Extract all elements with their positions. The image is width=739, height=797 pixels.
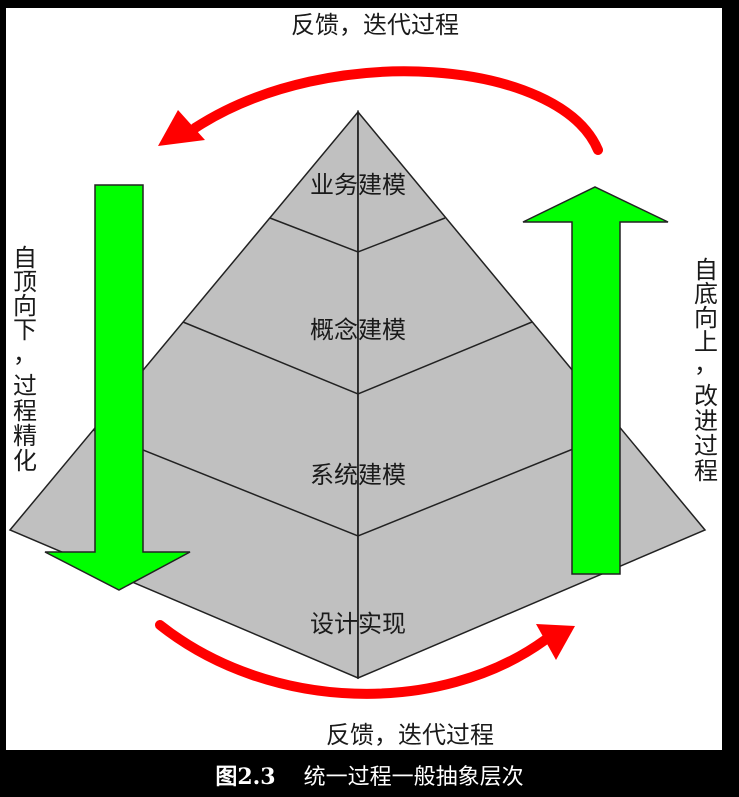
right-side-char: 向 (694, 304, 718, 332)
right-side-label: 自 底 向 上 ， 改 进 过 程 (694, 256, 718, 485)
figure-caption: 图2.3 统一过程一般抽象层次 (0, 752, 739, 797)
left-side-char: 程 (13, 397, 37, 425)
right-side-char: 底 (694, 280, 718, 308)
left-side-char: 向 (13, 292, 37, 320)
layer-label-system: 系统建模 (310, 461, 406, 489)
left-side-label: 自 顶 向 下 ， 过 程 精 化 (13, 244, 37, 475)
right-side-char: 进 (694, 407, 718, 435)
right-side-char: 自 (694, 256, 718, 284)
feedback-arc-bottom (155, 620, 550, 699)
feedback-label-bottom: 反馈，迭代过程 (326, 721, 494, 749)
left-side-char: 自 (13, 244, 37, 272)
bottom-up-arrow (522, 186, 669, 575)
left-side-char: 下 (13, 316, 37, 344)
feedback-arrowhead-bottom (536, 624, 575, 660)
left-side-char: 精 (13, 422, 37, 450)
feedback-label-top: 反馈，迭代过程 (291, 11, 459, 39)
left-side-char: 顶 (13, 268, 37, 296)
feedback-arc-top (190, 66, 603, 155)
layer-label-business: 业务建模 (310, 171, 406, 199)
top-down-arrow (44, 184, 191, 591)
right-side-char: ， (694, 350, 718, 378)
feedback-arrowhead-top (158, 110, 205, 146)
right-side-char: 上 (694, 328, 718, 356)
right-side-char: 过 (694, 432, 718, 460)
right-side-char: 程 (694, 457, 718, 485)
left-side-char: ， (13, 340, 37, 368)
figure-title: 统一过程一般抽象层次 (303, 764, 524, 790)
layer-label-concept: 概念建模 (310, 316, 406, 344)
left-side-char: 过 (13, 372, 37, 400)
left-side-char: 化 (13, 447, 37, 475)
right-side-char: 改 (694, 382, 718, 410)
figure-number: 图2.3 (215, 763, 276, 790)
layer-label-design: 设计实现 (310, 610, 406, 638)
